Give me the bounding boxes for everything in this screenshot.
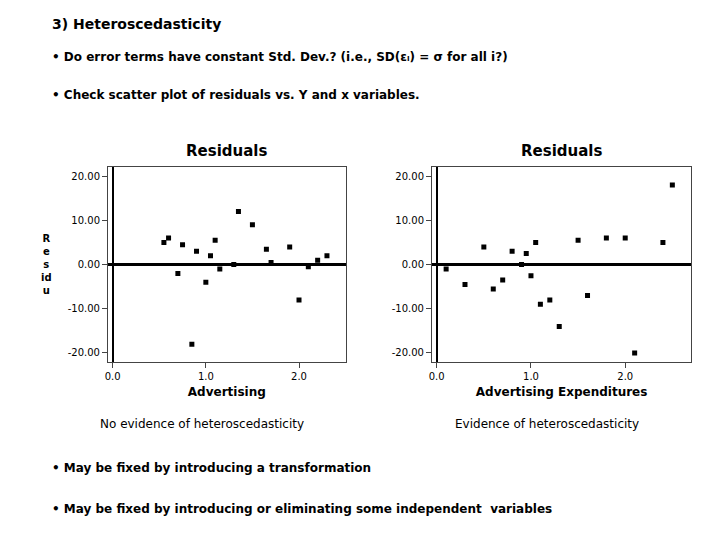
svg-text:20.00: 20.00 — [71, 171, 100, 182]
svg-text:Evidence of heteroscedasticity: Evidence of heteroscedasticity — [455, 417, 639, 431]
svg-text:• May be fixed by introducing: • May be fixed by introducing or elimina… — [52, 502, 552, 516]
svg-text:• May be fixed by introducing: • May be fixed by introducing a transfor… — [52, 461, 371, 475]
svg-text:20.00: 20.00 — [395, 171, 424, 182]
svg-text:0.00: 0.00 — [402, 259, 424, 270]
svg-text:No evidence of heteroscedastic: No evidence of heteroscedasticity — [100, 417, 304, 431]
svg-text:10.00: 10.00 — [395, 215, 424, 226]
svg-text:0.0: 0.0 — [105, 371, 121, 382]
svg-text:Residu: Residu — [41, 233, 52, 296]
svg-text:0.00: 0.00 — [78, 259, 100, 270]
svg-text:3) Heteroscedasticity: 3) Heteroscedasticity — [52, 16, 221, 32]
svg-text:-10.00: -10.00 — [392, 303, 424, 314]
svg-text:2.0: 2.0 — [617, 371, 633, 382]
svg-text:2.0: 2.0 — [291, 371, 307, 382]
svg-text:-20.00: -20.00 — [68, 347, 100, 358]
svg-text:• Check scatter plot of residu: • Check scatter plot of residuals vs. Y … — [52, 88, 420, 102]
svg-text:Advertising Expenditures: Advertising Expenditures — [476, 385, 648, 399]
svg-text:1.0: 1.0 — [523, 371, 539, 382]
svg-text:• Do error terms have constant: • Do error terms have constant Std. Dev.… — [52, 50, 508, 64]
svg-text:Residuals: Residuals — [521, 142, 602, 160]
svg-text:Residuals: Residuals — [186, 142, 267, 160]
svg-text:Advertising: Advertising — [188, 385, 266, 399]
svg-text:10.00: 10.00 — [71, 215, 100, 226]
svg-text:0.0: 0.0 — [429, 371, 445, 382]
svg-text:-10.00: -10.00 — [68, 303, 100, 314]
svg-text:-20.00: -20.00 — [392, 347, 424, 358]
svg-text:1.0: 1.0 — [198, 371, 214, 382]
